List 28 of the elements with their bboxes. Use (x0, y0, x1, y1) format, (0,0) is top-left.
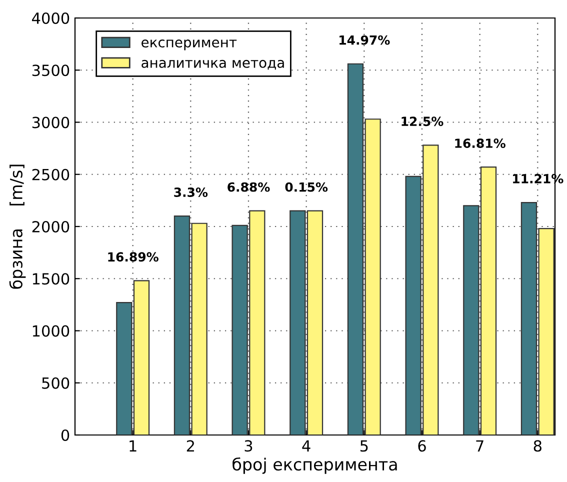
x-tick-label: 7 (476, 440, 484, 452)
x-tick-label: 1 (130, 440, 136, 452)
x-tick-label: 2 (186, 440, 194, 452)
y-tick-label: 2000 (32, 220, 70, 233)
x-tick-label: 6 (418, 440, 426, 452)
legend-label: аналитичка метода (142, 60, 284, 70)
x-tick-label: 5 (360, 440, 368, 452)
legend-label: експеримент (142, 40, 237, 50)
y-tick-label: 4000 (32, 12, 70, 24)
x-axis-title: број експеримента (232, 457, 397, 474)
x-tick-label: 8 (534, 440, 542, 452)
annotation: 16.89% (108, 252, 158, 262)
annotation: 0.15% (285, 182, 328, 192)
y-tick-label: 2500 (32, 168, 70, 180)
y-tick-label: 1000 (32, 325, 70, 337)
x-tick-label: 3 (244, 440, 252, 452)
annotation: 12.5% (402, 116, 444, 126)
annotation: 14.97% (340, 35, 390, 45)
y-tick-label: 3500 (32, 64, 70, 76)
annotation: 3.3% (174, 188, 208, 197)
y-tick-label: 500 (42, 377, 70, 389)
y-axis-title: брзина [m/s] (9, 164, 26, 289)
x-tick-label: 4 (302, 440, 310, 452)
y-tick-label: 3000 (32, 116, 70, 128)
annotation: 6.88% (228, 182, 270, 192)
y-tick-label: 1500 (32, 273, 70, 285)
y-tick-label: 0 (61, 429, 70, 442)
annotation: 16.81% (455, 138, 506, 148)
